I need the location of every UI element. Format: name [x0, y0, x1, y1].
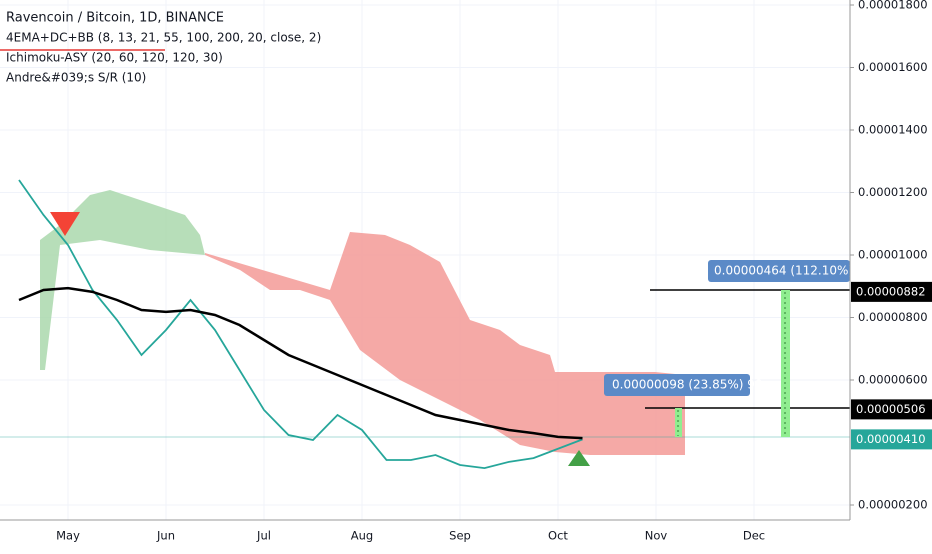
x-tick-label: Nov: [645, 529, 668, 543]
series-line: [18, 179, 583, 470]
series-line: [18, 286, 583, 440]
y-tick-label: 0.00000600: [858, 373, 928, 387]
chart-title: Ravencoin / Bitcoin, 1D, BINANCE: [6, 11, 224, 26]
price-label-box: [851, 281, 932, 302]
ichimoku-cloud-bull: [40, 190, 205, 370]
x-tick-label: Sep: [449, 529, 471, 543]
annotation: 0.00000098 (23.85%) 98: [612, 378, 763, 392]
y-tick-label: 0.00001800: [858, 0, 928, 12]
y-axis-panel: [850, 0, 932, 550]
price-label: 0.00000506: [856, 402, 926, 416]
ichimoku-cloud-bear: [205, 232, 685, 455]
price-label: 0.00000882: [856, 284, 926, 298]
y-tick-label: 0.00001200: [858, 185, 928, 199]
x-tick-label: Dec: [743, 529, 765, 543]
x-tick-label: Oct: [548, 529, 568, 543]
y-tick-label: 0.00000800: [858, 310, 928, 324]
price-label: 0.00000410: [856, 432, 926, 446]
y-tick-label: 0.00000200: [858, 498, 928, 512]
annotation-box: [604, 374, 750, 396]
x-tick-label: May: [56, 529, 80, 543]
x-axis-panel: [0, 520, 850, 550]
legend-entry: 4EMA+DC+BB (8, 13, 21, 55, 100, 200, 20,…: [6, 31, 321, 45]
signal-up: [568, 450, 590, 466]
axes: 0.00000200 0.00000600 0.00000800 0.00001000…: [56, 0, 932, 543]
plot: [18, 179, 583, 470]
y-tick-label: 0.00001400: [858, 123, 928, 137]
annotation-box: [708, 260, 850, 282]
price-label-box: [851, 429, 932, 450]
legend-entry: Andre&#039;s S/R (10): [6, 71, 146, 85]
legend-entry: Ichimoku-ASY (20, 60, 120, 120, 30): [6, 51, 223, 65]
x-tick-label: Aug: [351, 529, 373, 543]
y-tick-label: 0.00001600: [858, 60, 928, 74]
x-tick-label: Jul: [256, 529, 271, 543]
measure-bar: [675, 408, 682, 437]
x-tick-label: Jun: [156, 529, 175, 543]
signal-down: [50, 212, 80, 236]
price-label-box: [851, 399, 932, 420]
y-tick-label: 0.00001000: [858, 248, 928, 262]
annotation: 0.00000464 (112.10%) 464: [714, 264, 880, 278]
